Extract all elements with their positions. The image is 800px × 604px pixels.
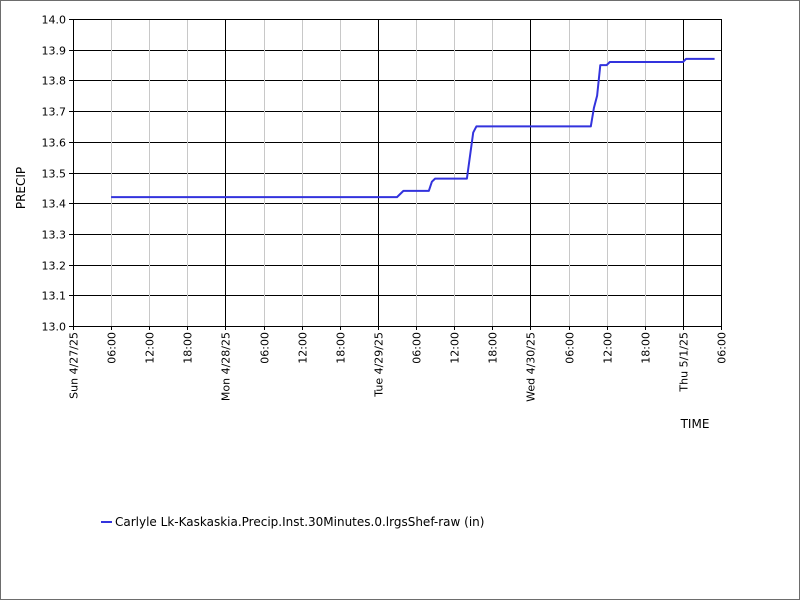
y-tick-label: 13.6 — [42, 137, 67, 150]
x-tick-label: 12:00 — [602, 332, 615, 364]
y-tick-label: 13.4 — [42, 198, 67, 211]
x-tick-label: Sun 4/27/25 — [68, 332, 81, 399]
y-tick-label: 13.2 — [42, 260, 67, 273]
y-tick-label: 14.0 — [42, 14, 67, 27]
legend-label: Carlyle Lk-Kaskaskia.Precip.Inst.30Minut… — [115, 515, 484, 529]
x-tick-label: Tue 4/29/25 — [373, 332, 386, 398]
y-tick-label: 13.3 — [42, 229, 67, 242]
x-tick-label: 12:00 — [449, 332, 462, 364]
x-tick-label: 12:00 — [297, 332, 310, 364]
x-tick-label: 06:00 — [716, 332, 729, 364]
grid — [73, 19, 722, 327]
x-tick-label: 12:00 — [144, 332, 157, 364]
x-tick-label: 06:00 — [259, 332, 272, 364]
y-axis-ticks: 13.0 13.1 13.2 13.3 13.4 13.5 13.6 13.7 13.8 13.9… — [42, 14, 73, 334]
x-tick-label: 06:00 — [411, 332, 424, 364]
x-tick-label: 18:00 — [487, 332, 500, 364]
y-axis-label: PRECIP — [14, 167, 28, 209]
x-tick-label: Wed 4/30/25 — [525, 332, 538, 402]
series-line — [111, 57, 715, 199]
series-layer — [111, 57, 715, 199]
x-tick-label: Thu 5/1/25 — [678, 332, 691, 393]
y-tick-label: 13.0 — [42, 321, 67, 334]
y-tick-label: 13.5 — [42, 168, 67, 181]
plot-border — [73, 19, 722, 327]
y-tick-label: 13.9 — [42, 45, 67, 58]
x-axis-ticks: Sun 4/27/25 06:00 12:00 18:00 Mon 4/28/25 06:… — [68, 326, 729, 402]
legend: Carlyle Lk-Kaskaskia.Precip.Inst.30Minut… — [101, 515, 484, 529]
x-tick-label: 18:00 — [640, 332, 653, 364]
x-tick-label: Mon 4/28/25 — [220, 332, 233, 401]
x-tick-label: 06:00 — [564, 332, 577, 364]
y-tick-label: 13.7 — [42, 106, 67, 119]
y-tick-label: 13.1 — [42, 290, 67, 303]
x-axis-label: TIME — [680, 417, 710, 431]
x-tick-label: 18:00 — [335, 332, 348, 364]
x-tick-label: 06:00 — [106, 332, 119, 364]
x-tick-label: 18:00 — [182, 332, 195, 364]
y-tick-label: 13.8 — [42, 75, 67, 88]
